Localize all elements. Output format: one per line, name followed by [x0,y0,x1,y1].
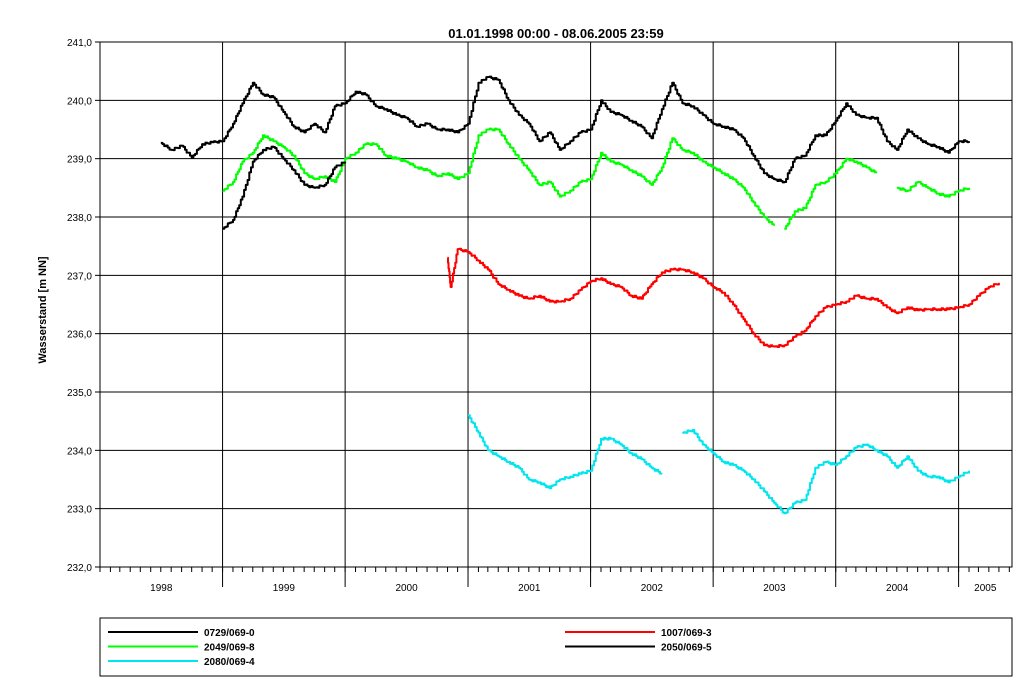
y-tick-label: 238,0 [67,213,92,224]
plot-area-frame [99,41,1013,568]
y-tick-label: 232,0 [67,563,92,574]
legend-label: 2080/069-4 [204,657,255,668]
x-tick-label: 2005 [974,583,997,594]
y-tick-label: 234,0 [67,446,92,457]
y-tick-label: 241,0 [67,38,92,49]
legend-label: 2049/069-8 [204,643,255,654]
y-tick-label: 239,0 [67,155,92,166]
series-line [222,145,347,230]
legend-label: 0729/069-0 [204,628,255,639]
series-line [222,127,775,226]
series-line [784,157,878,230]
x-tick-label: 2000 [395,583,418,594]
y-tick-label: 240,0 [67,96,92,107]
legend-label: 1007/069-3 [661,628,712,639]
legend-label: 2050/069-5 [661,643,712,654]
y-tick-label: 233,0 [67,505,92,516]
y-axis-label: Wasserstand [m NN] [37,256,49,364]
x-tick-label: 2001 [518,583,541,594]
series-line [160,75,970,184]
y-tick-label: 235,0 [67,388,92,399]
chart-title: 01.01.1998 00:00 - 08.06.2005 23:59 [448,26,663,41]
legend-items: 0729/069-0 1007/069-3 2049/069-8 2050/069-5… [108,628,712,668]
series-line [682,428,970,515]
legend [99,617,1013,677]
axis-layer: 232,0 233,0 234,0 235,0 236,0 237,0 238,0 239,0… [67,38,1010,594]
x-tick-label: 2003 [763,583,786,594]
x-tick-label: 2004 [886,583,909,594]
series-line [896,181,970,198]
y-tick-label: 236,0 [67,330,92,341]
series-line [447,247,1000,348]
y-tick-label: 237,0 [67,271,92,282]
series-line [468,414,663,490]
series-layer [160,75,1000,515]
x-tick-label: 1999 [273,583,296,594]
x-tick-label: 1998 [150,583,173,594]
x-tick-label: 2002 [641,583,664,594]
